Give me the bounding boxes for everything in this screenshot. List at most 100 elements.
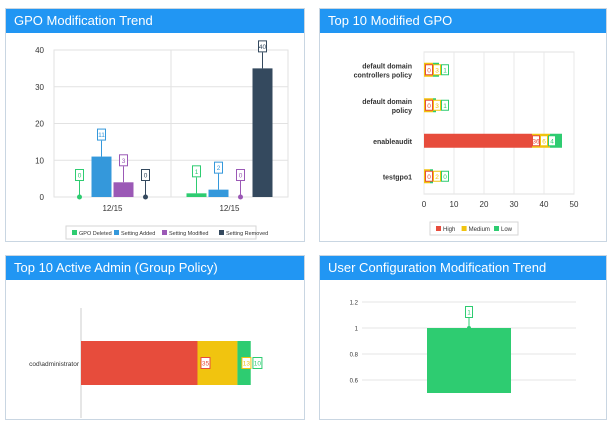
y-tick-label: 20: [35, 120, 44, 129]
top-10-modified-gpo-card: Top 10 Modified GPO 0 10 20 30 40 50 default d…: [319, 8, 607, 242]
bar-setting-removed: [252, 68, 273, 197]
legend-label: Setting Modified: [169, 231, 208, 237]
value-tag-label: 1: [443, 67, 447, 74]
top-10-active-admin-chart: cod\administrator 35 13 10: [29, 308, 263, 418]
value-tag: [465, 306, 473, 318]
value-tag-label: 0: [427, 174, 431, 181]
legend-swatch: [494, 226, 499, 231]
x-tick-label: 12/15: [219, 204, 240, 213]
value-tag-label: 2: [217, 165, 221, 172]
x-tick-label: 20: [480, 200, 489, 209]
value-tag: [141, 169, 150, 181]
legend-swatch: [114, 230, 119, 235]
value-tag: [75, 169, 84, 181]
value-tag: [441, 170, 449, 182]
value-tag: [192, 165, 201, 178]
value-tag-label: 2: [435, 174, 439, 181]
value-tag: [97, 128, 106, 141]
value-tag-label: 4: [550, 138, 554, 145]
value-tag: [441, 64, 449, 76]
y-category-label: enableaudit: [373, 139, 413, 146]
x-tick-label: 40: [540, 200, 549, 209]
card-title: User Configuration Modification Trend: [320, 256, 606, 280]
value-tag: [433, 99, 441, 111]
value-tag-label: 0: [427, 67, 431, 74]
value-tag-label: 6: [542, 138, 546, 145]
value-tag-label: 11: [98, 132, 105, 139]
x-tick-label: 0: [422, 200, 427, 209]
value-tag: [532, 135, 540, 147]
card-title: Top 10 Active Admin (Group Policy): [6, 256, 304, 280]
y-tick-label: 40: [35, 46, 44, 55]
bar-setting-added: [208, 189, 229, 197]
value-tag-label: 40: [259, 44, 267, 51]
value-tag: [548, 135, 556, 147]
gpo-modification-trend-card: GPO Modification Trend 0 10 20 30 40 12/15 0 11…: [5, 8, 305, 242]
card-title: Top 10 Modified GPO: [320, 9, 606, 33]
value-tag-label: 0: [427, 103, 431, 110]
value-tag-label: 3: [435, 67, 439, 74]
y-category-label: default domain: [362, 99, 412, 106]
value-tag: [433, 64, 441, 76]
legend-label: Low: [501, 227, 513, 233]
y-tick-label: 0.8: [350, 353, 359, 359]
value-tag-label: 10: [254, 361, 262, 368]
value-tag-label: 3: [435, 103, 439, 110]
value-point: [467, 326, 471, 330]
x-tick-label: 10: [450, 200, 459, 209]
value-tag: [119, 154, 128, 167]
bar-setting-added: [91, 156, 112, 197]
value-tag: [540, 135, 548, 147]
legend-label: GPO Deleted: [79, 231, 112, 237]
legend-box: [65, 225, 257, 240]
value-tag-label: 1: [467, 310, 471, 317]
value-tag-label: 36: [532, 138, 540, 145]
y-category-label: cod\administrator: [29, 361, 80, 368]
y-category-label: controllers policy: [354, 72, 412, 79]
legend-swatch: [162, 230, 167, 235]
value-tag: [236, 169, 245, 181]
legend-swatch: [72, 230, 77, 235]
legend-label: Medium: [469, 227, 490, 233]
y-tick-label: 1: [355, 327, 359, 333]
y-tick-label: 10: [35, 156, 44, 165]
bar: [427, 328, 511, 393]
value-tag-label: 3: [122, 158, 126, 165]
value-tag-label: 0: [144, 173, 148, 180]
y-tick-label: 1.2: [350, 301, 359, 307]
bar-high: [424, 133, 532, 148]
bar-setting-modified: [113, 182, 134, 197]
value-tag-label: 13: [243, 361, 251, 368]
legend-swatch: [436, 226, 441, 231]
value-tag: [425, 64, 433, 76]
legend-swatch: [461, 226, 467, 231]
value-tag: [425, 170, 433, 182]
value-tag-label: 0: [443, 174, 447, 181]
value-tag-label: 1: [443, 103, 447, 110]
value-tag: [214, 161, 223, 174]
value-tag-label: 1: [195, 169, 199, 176]
value-tag: [252, 357, 263, 369]
legend-swatch: [219, 230, 224, 235]
y-tick-label: 0.6: [350, 379, 359, 385]
value-tag-label: 0: [78, 173, 82, 180]
x-tick-label: 30: [510, 200, 519, 209]
bar-gpo-deleted: [186, 193, 207, 197]
legend-label: Setting Removed: [226, 231, 268, 237]
y-tick-label: 30: [35, 83, 44, 92]
y-category-label: testgpo1: [383, 174, 412, 181]
legend-label: Setting Added: [121, 231, 155, 237]
x-tick-label: 12/15: [102, 204, 123, 213]
user-config-modification-trend-card: User Configuration Modification Trend 0.…: [319, 255, 607, 420]
legend-label: High: [443, 227, 455, 233]
y-category-label: policy: [392, 108, 412, 115]
user-config-modification-trend-chart: 0.6 0.8 1 1.2 1: [350, 301, 576, 393]
value-tag: [425, 99, 433, 111]
value-tag: [200, 357, 211, 369]
bar-high: [81, 341, 198, 385]
x-tick-label: 50: [570, 200, 579, 209]
top-10-active-admin-card: Top 10 Active Admin (Group Policy) cod\a…: [5, 255, 305, 420]
value-tag: [441, 99, 449, 111]
